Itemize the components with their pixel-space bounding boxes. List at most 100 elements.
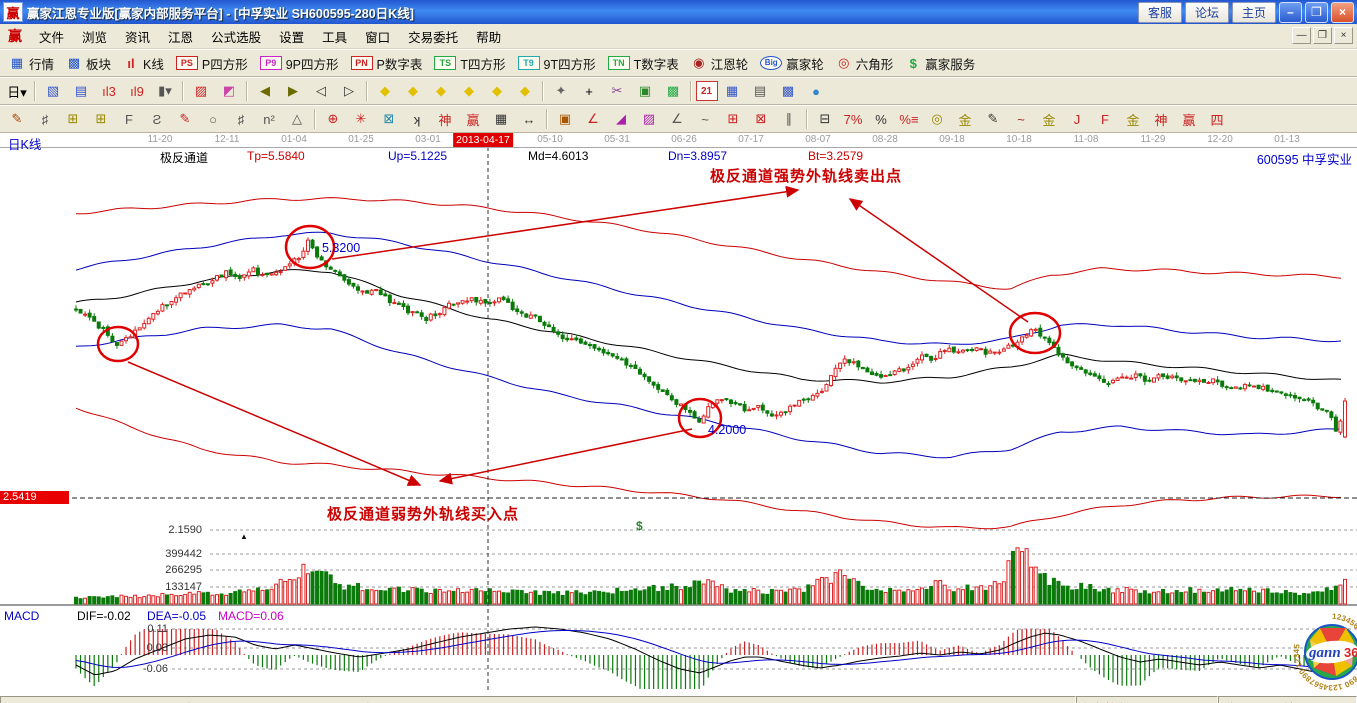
nav-tool-button[interactable]: ıl9 — [130, 83, 144, 99]
nav-tool-button[interactable]: ✦ — [555, 83, 567, 98]
nav-tool-button[interactable]: ▧ — [46, 83, 60, 98]
draw-tool-button[interactable]: 赢 — [1182, 112, 1196, 128]
nav-tool-button[interactable]: ◆ — [492, 83, 502, 98]
draw-tool-button[interactable]: ⊞ — [95, 111, 107, 126]
toolbar-item-行情[interactable]: ▦ 行情 — [3, 52, 60, 74]
nav-tool-button[interactable]: ◁ — [316, 83, 326, 98]
nav-tool-button[interactable]: ◆ — [464, 83, 474, 98]
nav-tool-button[interactable]: ▮▾ — [158, 83, 172, 98]
toolbar-item-赢家轮[interactable]: Big 赢家轮 — [754, 52, 830, 74]
mdi-minimize-button[interactable]: — — [1292, 27, 1311, 44]
draw-tool-button[interactable]: ✎ — [179, 111, 191, 126]
restore-button[interactable]: ❐ — [1305, 1, 1328, 23]
draw-tool-button[interactable]: ♯ — [41, 111, 49, 127]
draw-tool-button[interactable]: ⊠ — [383, 111, 395, 126]
nav-tool-button[interactable]: ▩ — [781, 83, 795, 98]
draw-tool-button[interactable]: %≡ — [899, 111, 919, 127]
draw-tool-button[interactable]: ✳ — [355, 111, 367, 126]
mdi-close-button[interactable]: × — [1334, 27, 1353, 44]
draw-tool-button[interactable]: ○ — [209, 111, 217, 127]
mdi-restore-button[interactable]: ❐ — [1313, 27, 1332, 44]
nav-tool-button[interactable]: ▷ — [344, 83, 354, 98]
toolbar-item-板块[interactable]: ▩ 板块 — [60, 52, 117, 74]
nav-tool-button[interactable]: ◆ — [408, 83, 418, 98]
draw-tool-button[interactable]: ∠ — [671, 111, 683, 126]
draw-tool-button[interactable]: ∠ — [587, 111, 599, 126]
nav-tool-button[interactable]: ● — [812, 83, 820, 99]
draw-tool-button[interactable]: ⊞ — [727, 111, 739, 126]
menu-item[interactable]: 文件 — [39, 30, 65, 45]
menu-item[interactable]: 交易委托 — [408, 30, 459, 45]
draw-tool-button[interactable]: ✎ — [987, 111, 999, 126]
homepage-button[interactable]: 主页 — [1231, 1, 1276, 23]
menu-item[interactable]: 帮助 — [476, 30, 502, 45]
nav-tool-button[interactable]: ıl3 — [102, 83, 116, 99]
nav-tool-button[interactable]: ▤ — [74, 83, 88, 98]
draw-tool-button[interactable]: ~ — [701, 111, 709, 127]
nav-tool-button[interactable]: ◆ — [520, 83, 530, 98]
draw-tool-button[interactable]: ⊞ — [67, 111, 79, 126]
nav-tool-button[interactable]: 21 — [695, 81, 718, 101]
menu-item[interactable]: 浏览 — [82, 30, 108, 45]
toolbar-item-江恩轮[interactable]: ◉ 江恩轮 — [685, 52, 755, 74]
draw-tool-button[interactable]: ◢ — [616, 111, 626, 126]
draw-tool-button[interactable]: 金 — [1042, 112, 1056, 128]
nav-tool-button[interactable]: ▶ — [288, 83, 298, 98]
draw-tool-button[interactable]: ♯ — [237, 111, 245, 127]
draw-tool-button[interactable]: ▦ — [494, 111, 508, 126]
draw-tool-button[interactable]: ⊟ — [819, 111, 831, 126]
toolbar-item-赢家服务[interactable]: $ 赢家服务 — [899, 52, 981, 74]
toolbar-item-T四方形[interactable]: TS T四方形 — [428, 52, 511, 74]
draw-tool-button[interactable]: 赢 — [466, 112, 480, 128]
nav-tool-button[interactable]: ◆ — [380, 83, 390, 98]
draw-tool-button[interactable]: n² — [263, 111, 275, 127]
draw-tool-button[interactable]: 7% — [843, 111, 863, 127]
menu-item[interactable]: 公式选股 — [211, 30, 262, 45]
nav-tool-button[interactable]: ✂ — [611, 83, 623, 98]
close-button[interactable]: × — [1331, 1, 1354, 23]
forum-button[interactable]: 论坛 — [1184, 1, 1229, 23]
nav-tool-button[interactable]: ◆ — [436, 83, 446, 98]
toolbar-item-六角形[interactable]: ◎ 六角形 — [830, 52, 900, 74]
nav-tool-button[interactable]: ◀ — [260, 83, 270, 98]
draw-tool-button[interactable]: ▨ — [642, 111, 656, 126]
menu-item[interactable]: 工具 — [322, 30, 348, 45]
draw-tool-button[interactable]: ▣ — [558, 111, 572, 126]
draw-tool-button[interactable]: ~ — [1017, 111, 1025, 127]
nav-tool-button[interactable]: ▣ — [638, 83, 652, 98]
toolbar-item-K线[interactable]: ıl K线 — [117, 52, 170, 74]
nav-tool-button[interactable]: ◩ — [222, 83, 236, 98]
draw-tool-button[interactable]: 神 — [438, 112, 452, 128]
toolbar-item-9T四方形[interactable]: T9 9T四方形 — [512, 52, 602, 74]
draw-tool-button[interactable]: △ — [292, 111, 302, 126]
menu-item[interactable]: 资讯 — [125, 30, 151, 45]
toolbar-item-P数字表[interactable]: PN P数字表 — [345, 52, 429, 74]
nav-tool-button[interactable]: ▦ — [725, 83, 739, 98]
draw-tool-button[interactable]: ⊕ — [327, 111, 339, 126]
draw-tool-button[interactable]: J — [1073, 111, 1081, 127]
nav-tool-button[interactable]: ▨ — [194, 83, 208, 98]
draw-tool-button[interactable]: ↔ — [522, 111, 536, 127]
draw-tool-button[interactable]: F — [125, 111, 133, 127]
draw-tool-button[interactable]: % — [875, 111, 887, 127]
menu-item[interactable]: 窗口 — [365, 30, 391, 45]
toolbar-item-9P四方形[interactable]: P9 9P四方形 — [254, 52, 345, 74]
chart-region[interactable]: 11-2012-1101-0401-2503-0103-222013-04-17… — [0, 133, 1357, 695]
toolbar-item-T数字表[interactable]: TN T数字表 — [602, 52, 685, 74]
draw-tool-button[interactable]: ∥ — [785, 111, 793, 126]
draw-tool-button[interactable]: 神 — [1154, 112, 1168, 128]
draw-tool-button[interactable]: Ƨ — [152, 111, 162, 127]
nav-tool-button[interactable]: + — [585, 83, 593, 99]
menu-item[interactable]: 设置 — [279, 30, 305, 45]
customer-service-button[interactable]: 客服 — [1137, 1, 1182, 23]
kline-chart-canvas[interactable] — [0, 133, 1357, 695]
draw-tool-button[interactable]: 四 — [1210, 112, 1224, 128]
draw-tool-button[interactable]: ʞ — [413, 111, 421, 127]
menu-item[interactable]: 江恩 — [168, 30, 194, 45]
minimize-button[interactable]: – — [1279, 1, 1302, 23]
nav-tool-button[interactable]: ▤ — [753, 83, 767, 98]
draw-tool-button[interactable]: 金 — [1126, 112, 1140, 128]
draw-tool-button[interactable]: ◎ — [931, 111, 943, 126]
draw-tool-button[interactable]: ✎ — [11, 111, 23, 126]
draw-tool-button[interactable]: ⊠ — [755, 111, 767, 126]
